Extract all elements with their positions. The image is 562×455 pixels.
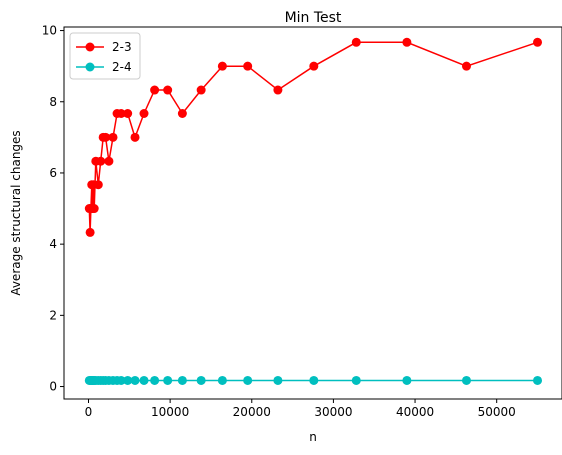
series-2-4 xyxy=(84,375,543,385)
plot-frame xyxy=(63,26,562,400)
data-point xyxy=(150,375,160,385)
data-point xyxy=(273,375,283,385)
data-point xyxy=(85,227,95,237)
y-tick-label: 2 xyxy=(49,308,57,322)
data-point xyxy=(309,375,319,385)
data-point xyxy=(116,109,126,119)
y-tick-label: 6 xyxy=(49,166,57,180)
x-axis: 0 10000 20000 30000 40000 50000 xyxy=(85,399,516,419)
x-tick-label: 30000 xyxy=(314,405,352,419)
chart-title: Min Test xyxy=(285,10,342,26)
data-point xyxy=(461,61,471,71)
x-tick-label: 50000 xyxy=(478,405,516,419)
data-point xyxy=(163,375,173,385)
data-point xyxy=(351,375,361,385)
data-point xyxy=(177,109,187,119)
data-point xyxy=(101,132,111,142)
data-point xyxy=(243,375,253,385)
data-point xyxy=(93,180,103,190)
legend-marker xyxy=(85,42,95,52)
data-point xyxy=(139,109,149,119)
legend-marker xyxy=(85,62,95,72)
data-point xyxy=(533,375,543,385)
data-point xyxy=(309,61,319,71)
y-tick-label: 0 xyxy=(49,380,57,394)
data-point xyxy=(108,132,118,142)
data-point xyxy=(273,85,283,95)
legend-label: 2-4 xyxy=(112,60,132,74)
data-point xyxy=(217,61,227,71)
legend-label: 2-3 xyxy=(112,40,132,54)
data-point xyxy=(104,156,114,166)
data-point xyxy=(461,375,471,385)
legend: 2-32-4 xyxy=(69,32,141,80)
plot-area xyxy=(84,37,543,385)
x-tick-label: 0 xyxy=(85,405,93,419)
data-point xyxy=(402,37,412,47)
x-tick-label: 20000 xyxy=(233,405,271,419)
data-point xyxy=(533,37,543,47)
data-point xyxy=(243,61,253,71)
y-tick-label: 4 xyxy=(49,237,57,251)
data-point xyxy=(196,85,206,95)
data-point xyxy=(217,375,227,385)
y-tick-label: 8 xyxy=(49,95,57,109)
data-point xyxy=(177,375,187,385)
data-point xyxy=(196,375,206,385)
data-point xyxy=(351,37,361,47)
data-point xyxy=(163,85,173,95)
data-point xyxy=(89,204,99,214)
y-tick-label: 10 xyxy=(42,24,57,38)
y-axis-label: Average structural changes xyxy=(9,130,23,295)
data-point xyxy=(130,132,140,142)
series-line xyxy=(88,41,538,233)
x-tick-label: 10000 xyxy=(151,405,189,419)
data-point xyxy=(402,375,412,385)
data-point xyxy=(123,375,133,385)
data-point xyxy=(96,156,106,166)
x-axis-label: n xyxy=(309,430,317,444)
data-point xyxy=(123,109,133,119)
series-2-3 xyxy=(84,37,543,237)
data-point xyxy=(130,375,140,385)
data-point xyxy=(116,375,126,385)
data-point xyxy=(150,85,160,95)
y-axis: 0 2 4 6 8 10 xyxy=(42,24,64,394)
data-point xyxy=(139,375,149,385)
x-tick-label: 40000 xyxy=(396,405,434,419)
